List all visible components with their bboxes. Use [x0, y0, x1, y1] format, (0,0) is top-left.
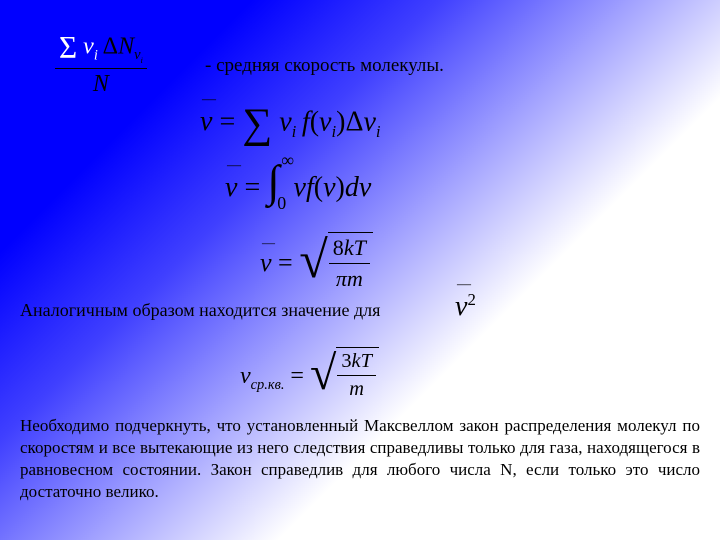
equation-avg-definition: Σ vi ΔNvi N — [55, 30, 147, 98]
rms-subscript: ср.кв. — [251, 377, 285, 393]
text-analogous: Аналогичным образом находится значение д… — [20, 300, 380, 321]
equation-mean-speed-result: —v = √8kTπm — [260, 225, 373, 294]
integral-lower: 0 — [277, 193, 286, 214]
equation-rms-speed: vср.кв. = √3kTm — [240, 340, 379, 403]
equation-discrete-avg: —v = ∑ vi f(vi)Δvi — [200, 100, 381, 148]
text-avg-speed-label: - средняя скорость молекулы. — [205, 55, 444, 77]
text-maxwell-law-note: Необходимо подчеркнуть, что установленны… — [20, 415, 700, 503]
integral-upper: ∞ — [281, 150, 294, 171]
equation-integral-avg: —v = ∫∞0 vf(v)dv — [225, 155, 371, 207]
equation-v-squared: —v2 — [455, 290, 476, 323]
